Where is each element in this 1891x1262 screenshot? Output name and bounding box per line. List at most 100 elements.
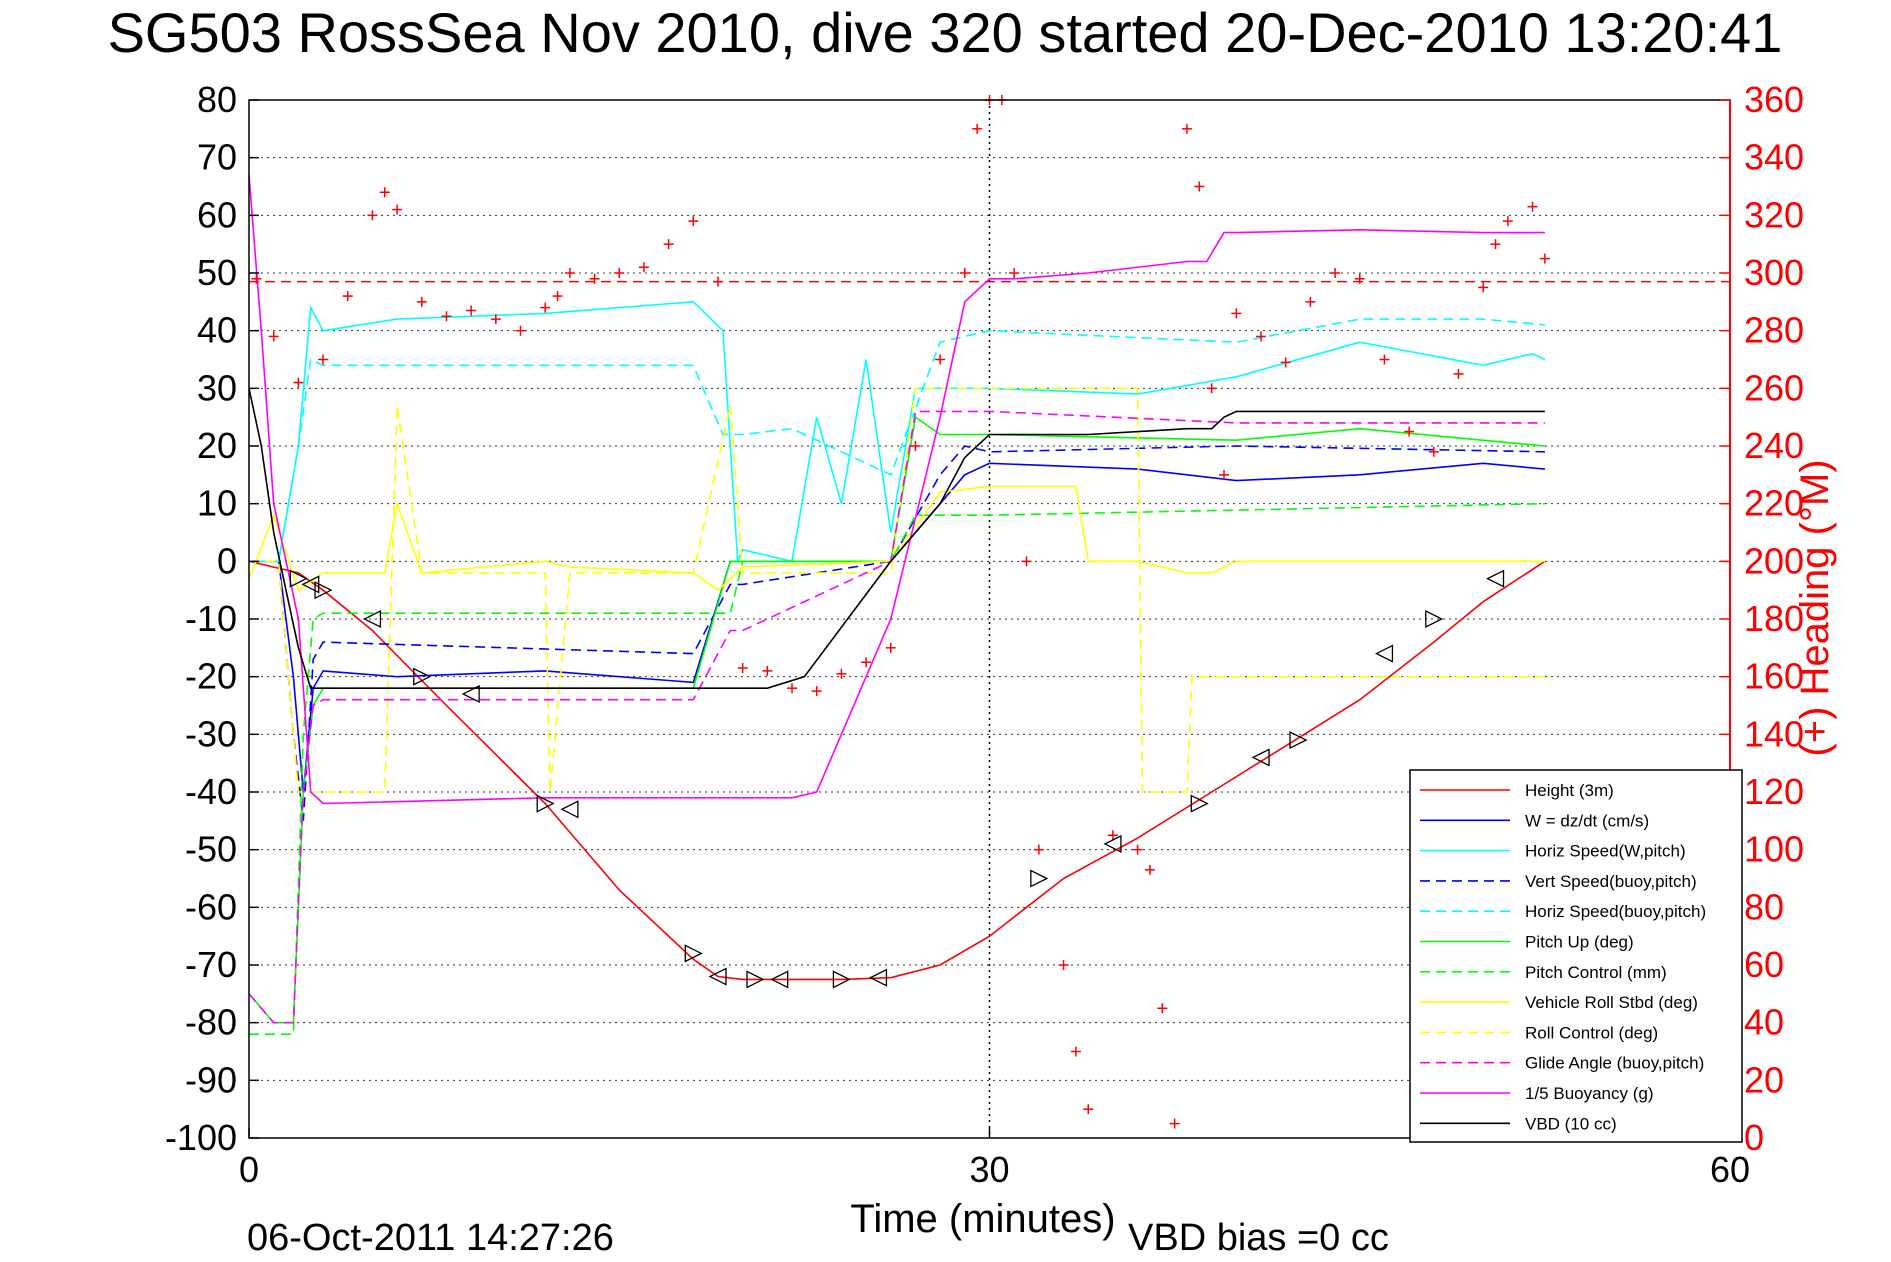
heading-point	[935, 354, 946, 365]
y-tick-left-label: -20	[185, 656, 237, 697]
y-tick-right-label: 160	[1744, 656, 1804, 697]
chart-title: SG503 RossSea Nov 2010, dive 320 started…	[108, 1, 1783, 64]
mode-marker	[1425, 609, 1444, 629]
y-tick-right-label: 20	[1744, 1059, 1784, 1100]
heading-point	[367, 210, 378, 221]
y-axis-right-label: (+) Heading (°M)	[1793, 459, 1837, 756]
y-tick-left-label: -100	[165, 1117, 237, 1158]
mode-marker	[461, 684, 480, 704]
series-line-7	[249, 502, 1545, 1035]
footer-timestamp: 06-Oct-2011 14:27:26	[247, 1217, 614, 1259]
series-line-8	[248, 485, 1545, 592]
legend-entry-label: Horiz Speed(buoy,pitch)	[1525, 902, 1706, 921]
x-axis-ticks: 0 30 60	[239, 1128, 1750, 1190]
heading-point	[1033, 844, 1044, 855]
series-line-5	[249, 318, 1545, 563]
series-layer	[248, 174, 1546, 1035]
heading-point	[712, 276, 723, 287]
mode-marker	[314, 581, 333, 600]
y-tick-left-label: -60	[185, 886, 237, 927]
heading-point	[1132, 844, 1143, 855]
heading-point	[1144, 864, 1155, 875]
heading-point	[392, 204, 403, 215]
series-line-11	[248, 174, 1545, 805]
y-tick-right-label: 180	[1744, 598, 1804, 639]
heading-point	[1305, 296, 1316, 307]
mode-marker	[1251, 748, 1270, 767]
y-tick-right-label: 340	[1744, 137, 1804, 178]
legend-entry-label: Pitch Control (mm)	[1525, 963, 1667, 982]
y-tick-left-label: -70	[185, 944, 237, 985]
heading-point	[1070, 1046, 1081, 1057]
heading-point	[466, 305, 477, 316]
mode-marker	[684, 944, 703, 963]
y-tick-left-label: 10	[197, 483, 237, 524]
heading-point	[885, 642, 896, 653]
y-tick-left-label: 40	[197, 310, 237, 351]
y-tick-right-label: 0	[1744, 1117, 1764, 1158]
heading-point	[1058, 960, 1069, 970]
y-tick-right-label: 300	[1744, 252, 1804, 293]
heading-point	[1502, 216, 1513, 227]
heading-point	[1157, 1003, 1168, 1014]
heading-point	[490, 314, 501, 325]
y-axis-right-ticks: 3603403203002802602402202001801601401201…	[1720, 79, 1804, 1158]
legend-entry-label: Height (3m)	[1525, 781, 1614, 800]
heading-point	[515, 325, 526, 336]
y-tick-right-label: 40	[1744, 1002, 1784, 1043]
y-tick-right-label: 60	[1744, 944, 1784, 985]
y-tick-right-label: 360	[1744, 79, 1804, 120]
heading-point	[1206, 383, 1217, 394]
heading-point	[564, 268, 575, 278]
series-line-6	[248, 415, 1545, 1024]
heading-point	[318, 354, 329, 365]
legend-entry-label: VBD (10 cc)	[1525, 1114, 1617, 1133]
y-tick-right-label: 80	[1744, 886, 1784, 927]
mode-marker	[1289, 731, 1308, 750]
y-tick-left-label: 80	[197, 79, 237, 120]
y-tick-right-label: 260	[1744, 367, 1804, 408]
y-tick-right-label: 140	[1744, 713, 1804, 754]
mode-marker	[413, 667, 432, 686]
heading-point	[737, 663, 748, 674]
heading-point	[1379, 354, 1390, 365]
mode-marker	[1030, 869, 1049, 888]
heading-point	[836, 668, 847, 679]
heading-point	[540, 302, 551, 313]
x-tick-label: 60	[1710, 1149, 1750, 1190]
heading-point	[1009, 268, 1020, 278]
mode-marker	[1103, 834, 1122, 853]
heading-point	[268, 331, 279, 342]
heading-point	[293, 377, 304, 388]
footer-vbd-bias: VBD bias =0 cc	[1128, 1217, 1389, 1259]
heading-point	[1478, 282, 1489, 293]
y-tick-right-label: 220	[1744, 483, 1804, 524]
heading-point	[663, 239, 674, 250]
legend-entry-label: Glide Angle (buoy,pitch)	[1525, 1054, 1704, 1073]
y-tick-left-label: 30	[197, 367, 237, 408]
mode-marker	[708, 967, 727, 986]
y-tick-left-label: 20	[197, 425, 237, 466]
y-tick-left-label: 0	[217, 540, 237, 581]
series-line-12	[248, 388, 1545, 690]
heading-point	[441, 311, 452, 322]
series-line-3	[249, 300, 1546, 563]
mode-marker	[746, 970, 765, 989]
y-tick-left-label: -90	[185, 1059, 237, 1100]
heading-point	[589, 273, 600, 284]
heading-point	[1107, 830, 1118, 841]
mode-marker	[1374, 644, 1394, 663]
heading-point	[861, 657, 872, 668]
legend-entry-label: Vehicle Roll Stbd (deg)	[1525, 993, 1698, 1012]
heading-point	[552, 291, 563, 302]
heading-point	[1256, 331, 1267, 342]
heading-point	[959, 268, 970, 278]
legend: Height (3m) W = dz/dt (cm/s) Horiz Speed(W…	[1409, 769, 1743, 1143]
heading-point	[342, 291, 353, 302]
y-tick-left-label: -30	[185, 713, 237, 754]
heading-point	[638, 262, 649, 273]
heading-point	[379, 187, 390, 198]
mode-marker	[770, 970, 789, 989]
legend-entry-label: W = dz/dt (cm/s)	[1525, 811, 1649, 830]
mode-marker	[536, 794, 555, 813]
